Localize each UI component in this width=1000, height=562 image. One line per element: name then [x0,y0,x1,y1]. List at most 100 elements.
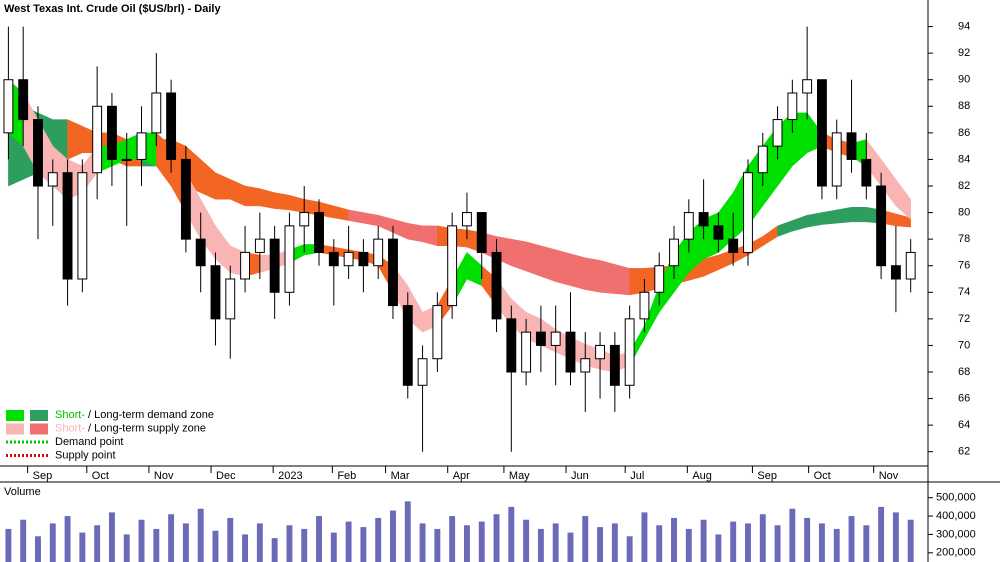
candle-body [802,79,813,94]
candle-body [580,358,591,373]
candle-body [92,105,103,174]
volume-bar [611,523,618,562]
candle-body [373,238,384,267]
legend-text: Demand point [55,436,124,448]
x-tick-label: Dec [216,470,236,482]
candle-body [121,158,132,161]
y-tick-label: 68 [958,366,970,378]
volume-bar [419,523,426,562]
zone-segment [821,209,837,225]
x-tick-label: Oct [92,470,109,482]
volume-bar [79,532,86,562]
candle-body [358,251,369,267]
volume-bar [537,528,544,562]
candle-body [62,172,73,280]
zone-segment [599,260,616,294]
volume-bar [493,514,500,562]
candle-body [846,132,857,160]
volume-bar [242,534,249,562]
volume-bar [108,512,115,562]
zone-segment [377,214,394,233]
zone-segment [392,218,409,240]
candle-body [535,331,546,346]
volume-bar [49,523,56,562]
volume-bar [804,517,811,562]
candle-body [698,212,709,227]
volume-bar [197,508,204,562]
volume-bar [168,514,175,562]
candle-body [388,238,398,307]
candle-body [195,238,206,267]
y-tick-label: 62 [958,446,970,458]
volume-bar [286,525,293,562]
candle-body [905,251,916,280]
legend-swatch [30,423,48,435]
candle-body [876,185,887,267]
zone-segment [836,206,852,224]
candle-body [166,92,177,160]
candle-body [447,225,458,307]
volume-tick-label: 300,000 [936,528,976,540]
volume-bar [626,536,633,562]
volume-bar [818,523,825,562]
volume-bar [700,519,707,562]
volume-bar [138,519,145,562]
candle-body [565,331,576,373]
candle-body [210,265,221,320]
zone-segment [895,178,911,220]
y-tick-label: 74 [958,286,970,298]
candle-body [136,132,147,160]
y-tick-label: 86 [958,127,970,139]
candle-body [3,79,14,134]
volume-bar [478,521,485,562]
volume-bar [404,501,411,562]
volume-bar [463,525,470,562]
legend-swatch [6,423,24,435]
candle-body [743,172,753,253]
y-tick-label: 70 [958,339,970,351]
zone-segment [333,205,349,221]
zone-segment [851,207,867,223]
volume-bar [390,510,396,562]
volume-bar [641,512,648,562]
candle-body [595,344,605,360]
x-tick-label: Oct [814,470,831,482]
volume-bar [227,517,234,562]
chart-title: West Texas Int. Crude Oil ($US/brl) - Da… [4,3,221,15]
volume-bar [523,519,530,562]
volume-bar [434,528,441,562]
candle-body [299,212,310,227]
candle-body [831,132,842,187]
volume-bar [360,527,367,562]
candle-body [432,305,443,360]
zone-segment [259,188,275,209]
zone-segment [806,212,823,228]
candle-body [284,225,295,293]
zone-segment [792,214,808,232]
candle-body [713,225,724,240]
candle-body [18,79,29,121]
volume-tick-label: 200,000 [936,547,976,559]
volume-label: Volume [4,486,41,498]
legend-text: Long-term supply zone [94,422,206,434]
candle-body [462,212,472,227]
zone-segment [422,225,438,247]
candle-body [624,318,635,386]
legend-label: Short- / Long-term supply zone [55,422,206,434]
volume-bar [567,532,574,562]
zone-segment [570,253,586,290]
legend-text: Short- [55,409,85,421]
candle-body [77,172,88,280]
volume-bar [64,516,71,562]
candle-body [728,238,739,253]
volume-bar [656,525,663,562]
volume-bar [745,523,751,562]
candle-body [107,105,117,160]
volume-bar [892,512,899,562]
x-tick-label: Nov [879,470,899,482]
legend-text: Short- [55,422,85,434]
volume-bar [5,528,12,562]
volume-bar [94,525,101,562]
x-tick-label: Apr [453,470,470,482]
volume-bar [449,516,456,562]
